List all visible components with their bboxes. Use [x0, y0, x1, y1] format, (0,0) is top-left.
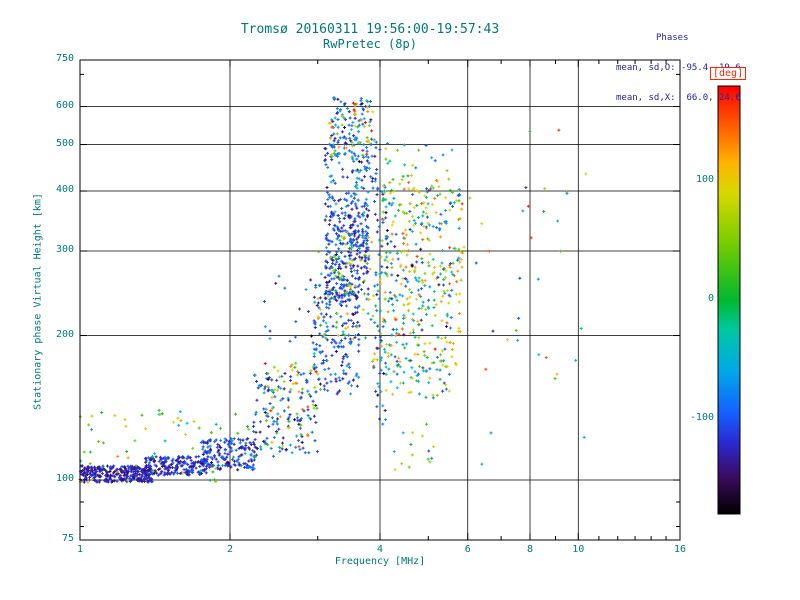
x-tick-label: 1: [76, 544, 84, 555]
colorbar-tick-label: 100: [695, 174, 714, 186]
x-tick-label: 16: [673, 544, 687, 555]
x-tick-label: 10: [572, 544, 585, 555]
colorbar-unit-label: [deg]: [710, 67, 747, 80]
y-axis-label: Stationary phase Virtual Height [km]: [32, 193, 44, 410]
plot-subtitle: RwPretec (8p): [323, 37, 417, 51]
y-tick-label: 200: [55, 328, 74, 340]
plot-title: Tromsø 20160311 19:56:00-19:57:43: [240, 22, 500, 37]
x-tick-label: 4: [376, 544, 384, 555]
phases-line-x: mean, sd,X: 66.0, 24.6: [616, 93, 741, 103]
colorbar-tick-label: 0: [707, 293, 714, 304]
phases-legend: Phases mean, sd,O: -95.4, 19.6 mean, sd,…: [616, 13, 766, 113]
x-tick-label: 6: [464, 544, 471, 555]
x-tick-label: 8: [526, 544, 534, 555]
y-tick-label: 600: [55, 99, 74, 111]
y-tick-label: 300: [55, 244, 74, 255]
phases-title: Phases: [656, 33, 689, 43]
x-tick-label: 2: [226, 544, 234, 555]
y-tick-label: 75: [61, 533, 74, 544]
y-tick-label: 400: [55, 184, 74, 196]
y-tick-label: 750: [55, 53, 74, 64]
y-tick-label: 500: [55, 137, 74, 149]
y-tick-label: 100: [55, 473, 74, 485]
x-axis-label: Frequency [MHz]: [334, 556, 426, 567]
colorbar-tick-label: -100: [689, 411, 714, 423]
